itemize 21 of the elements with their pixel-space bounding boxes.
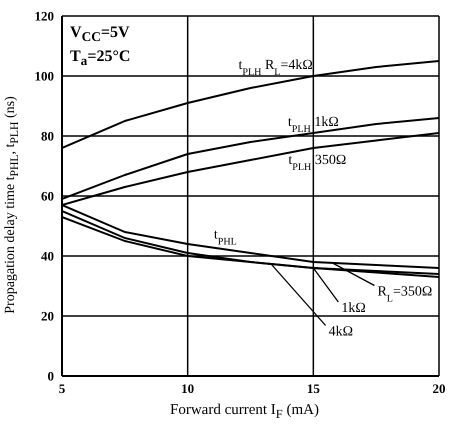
annotation: t$_{PLH}$ 1kΩ bbox=[288, 115, 339, 134]
y-tick-label: 0 bbox=[48, 368, 54, 384]
annotation: V$_{CC}$=5V bbox=[70, 24, 130, 46]
x-tick-label: 20 bbox=[432, 381, 446, 396]
annotation: R$_{L}$=350Ω bbox=[377, 284, 432, 304]
y-tick-label: 120 bbox=[34, 8, 54, 24]
annotation: t$_{PLH}$ 350Ω bbox=[288, 153, 346, 172]
y-tick-label: 40 bbox=[41, 248, 54, 264]
y-tick-label: 80 bbox=[41, 128, 54, 144]
annotation: t$_{PHL}$ bbox=[214, 228, 237, 247]
y-tick-label: 20 bbox=[41, 308, 54, 324]
annotation: 4kΩ bbox=[328, 324, 354, 340]
annotation: 1kΩ bbox=[341, 301, 366, 316]
x-tick-label: 5 bbox=[58, 381, 66, 396]
y-tick-label: 100 bbox=[34, 68, 54, 84]
annotation: T$_{a}$=25°C bbox=[70, 48, 130, 70]
x-tick-label: 15 bbox=[306, 381, 320, 396]
y-tick-label: 60 bbox=[41, 188, 54, 204]
x-axis-title: Forward current I$_{F}$ (mA) bbox=[169, 402, 320, 422]
annotation: t$_{PLH}$ R$_{L}$=4kΩ bbox=[238, 58, 313, 78]
x-tick-label: 10 bbox=[181, 381, 194, 396]
